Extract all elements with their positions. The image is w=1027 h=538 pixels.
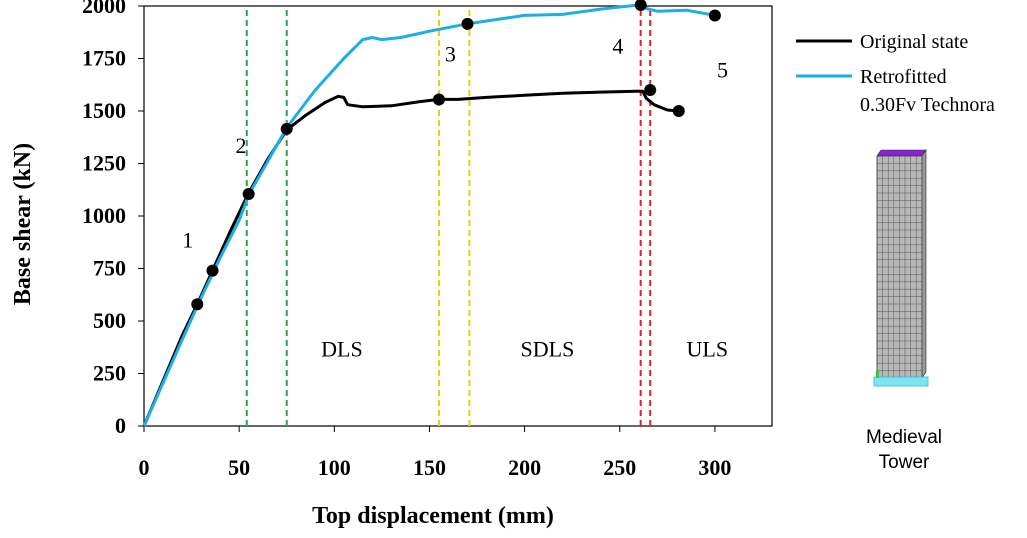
series-1-marker-6 [644,84,657,96]
limit-state-lines [245,6,652,426]
series-markers [191,0,721,311]
y-tick-label-6: 1500 [82,98,126,123]
y-ticks: 0 250 500 750 1000 1250 1500 1750 2000 [82,0,144,438]
annotation-7: SDLS [521,337,575,362]
y-tick-label-2: 500 [93,308,126,333]
series-line-2 [142,3,716,427]
annotation-2: 2 [236,133,247,158]
annotation-4: 4 [612,33,623,58]
series-1-marker-1 [191,298,204,311]
x-tick-label-5: 250 [603,455,636,480]
series-1-marker-3 [242,187,255,200]
x-axis-title: Top displacement (mm) [312,503,554,529]
y-tick-label-0: 0 [115,413,126,438]
tower-caption-line2: Tower [879,452,930,473]
y-tick-label-1: 250 [93,361,126,386]
series-1-marker-5 [432,93,445,106]
tower-caption-line1: Medieval [866,427,942,448]
y-axis-title: Base shear (kN) [10,143,36,305]
series-lines [142,3,716,427]
legend: Original state Retrofitted 0.30Fv Techno… [796,31,995,116]
annotations: 1 2 3 4 5 DLS SDLS ULS [182,33,728,361]
x-tick-label-6: 300 [698,455,731,480]
series-line-1 [142,89,679,427]
annotation-3: 3 [445,42,456,67]
x-tick-label-0: 0 [139,455,150,480]
annotation-1: 1 [182,228,193,253]
annotation-5: 5 [717,57,728,82]
series-1-marker-7 [672,105,685,117]
x-tick-label-4: 200 [508,455,541,480]
y-tick-label-3: 750 [93,256,126,281]
x-tick-label-1: 50 [228,455,250,480]
legend-label-original: Original state [860,31,968,53]
y-tick-label-7: 1750 [82,46,126,71]
tower-image [873,149,929,387]
y-tick-label-8: 2000 [82,0,126,18]
x-tick-label-2: 100 [318,455,351,480]
annotation-8: ULS [687,337,729,362]
y-tick-label-5: 1250 [82,151,126,176]
series-1-marker-2 [206,264,219,277]
series-2-marker-2 [634,0,647,11]
annotation-6: DLS [321,337,363,362]
series-1-marker-4 [280,122,293,135]
y-tick-label-4: 1000 [82,203,126,228]
series-2-marker-1 [461,17,474,30]
series-2-marker-3 [708,9,721,22]
x-ticks: 0 50 100 150 200 250 300 [139,426,731,480]
legend-label-retrofitted: Retrofitted 0.30Fv Technora [860,66,995,116]
x-tick-label-3: 150 [413,455,446,480]
